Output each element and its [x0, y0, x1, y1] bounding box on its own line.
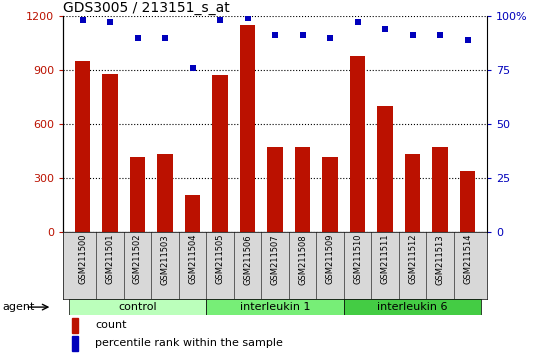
Bar — [377, 106, 393, 232]
Point — [243, 15, 252, 21]
Point — [326, 35, 334, 40]
Point — [353, 19, 362, 25]
Text: GSM211512: GSM211512 — [408, 234, 417, 284]
Text: GDS3005 / 213151_s_at: GDS3005 / 213151_s_at — [63, 1, 230, 15]
Text: GSM211500: GSM211500 — [78, 234, 87, 284]
Point — [133, 35, 142, 40]
Point — [463, 37, 472, 42]
Point — [271, 33, 279, 38]
Bar — [295, 147, 310, 232]
Text: GSM211511: GSM211511 — [381, 234, 389, 284]
Text: GSM211507: GSM211507 — [271, 234, 279, 285]
Text: GSM211509: GSM211509 — [326, 234, 334, 284]
Bar — [75, 61, 90, 232]
Text: percentile rank within the sample: percentile rank within the sample — [95, 338, 283, 348]
Text: GSM211508: GSM211508 — [298, 234, 307, 285]
Point — [408, 33, 417, 38]
Point — [216, 17, 224, 23]
Point — [188, 65, 197, 70]
Text: interleukin 1: interleukin 1 — [240, 302, 310, 312]
Bar — [72, 318, 78, 333]
Bar — [102, 74, 118, 232]
Text: control: control — [118, 302, 157, 312]
Bar — [212, 75, 228, 232]
Point — [436, 33, 444, 38]
Text: agent: agent — [3, 302, 35, 312]
Text: count: count — [95, 320, 126, 330]
Bar — [206, 299, 344, 315]
Bar — [350, 56, 365, 232]
Text: GSM211510: GSM211510 — [353, 234, 362, 284]
Text: GSM211514: GSM211514 — [463, 234, 472, 284]
Text: GSM211513: GSM211513 — [436, 234, 444, 285]
Text: GSM211502: GSM211502 — [133, 234, 142, 284]
Point — [298, 33, 307, 38]
Bar — [322, 157, 338, 232]
Text: GSM211501: GSM211501 — [106, 234, 114, 284]
Point — [106, 19, 114, 25]
Text: GSM211504: GSM211504 — [188, 234, 197, 284]
Point — [381, 26, 389, 32]
Bar — [405, 154, 420, 232]
Bar — [72, 336, 78, 351]
Bar — [130, 157, 145, 232]
Text: GSM211506: GSM211506 — [243, 234, 252, 285]
Point — [161, 35, 169, 40]
Bar — [267, 147, 283, 232]
Bar — [157, 154, 173, 232]
Bar — [460, 171, 475, 232]
Bar — [185, 195, 200, 232]
Bar — [344, 299, 481, 315]
Bar — [69, 299, 206, 315]
Text: GSM211505: GSM211505 — [216, 234, 224, 284]
Text: interleukin 6: interleukin 6 — [377, 302, 448, 312]
Point — [78, 17, 87, 23]
Bar — [240, 25, 255, 232]
Text: GSM211503: GSM211503 — [161, 234, 169, 285]
Bar — [432, 147, 448, 232]
